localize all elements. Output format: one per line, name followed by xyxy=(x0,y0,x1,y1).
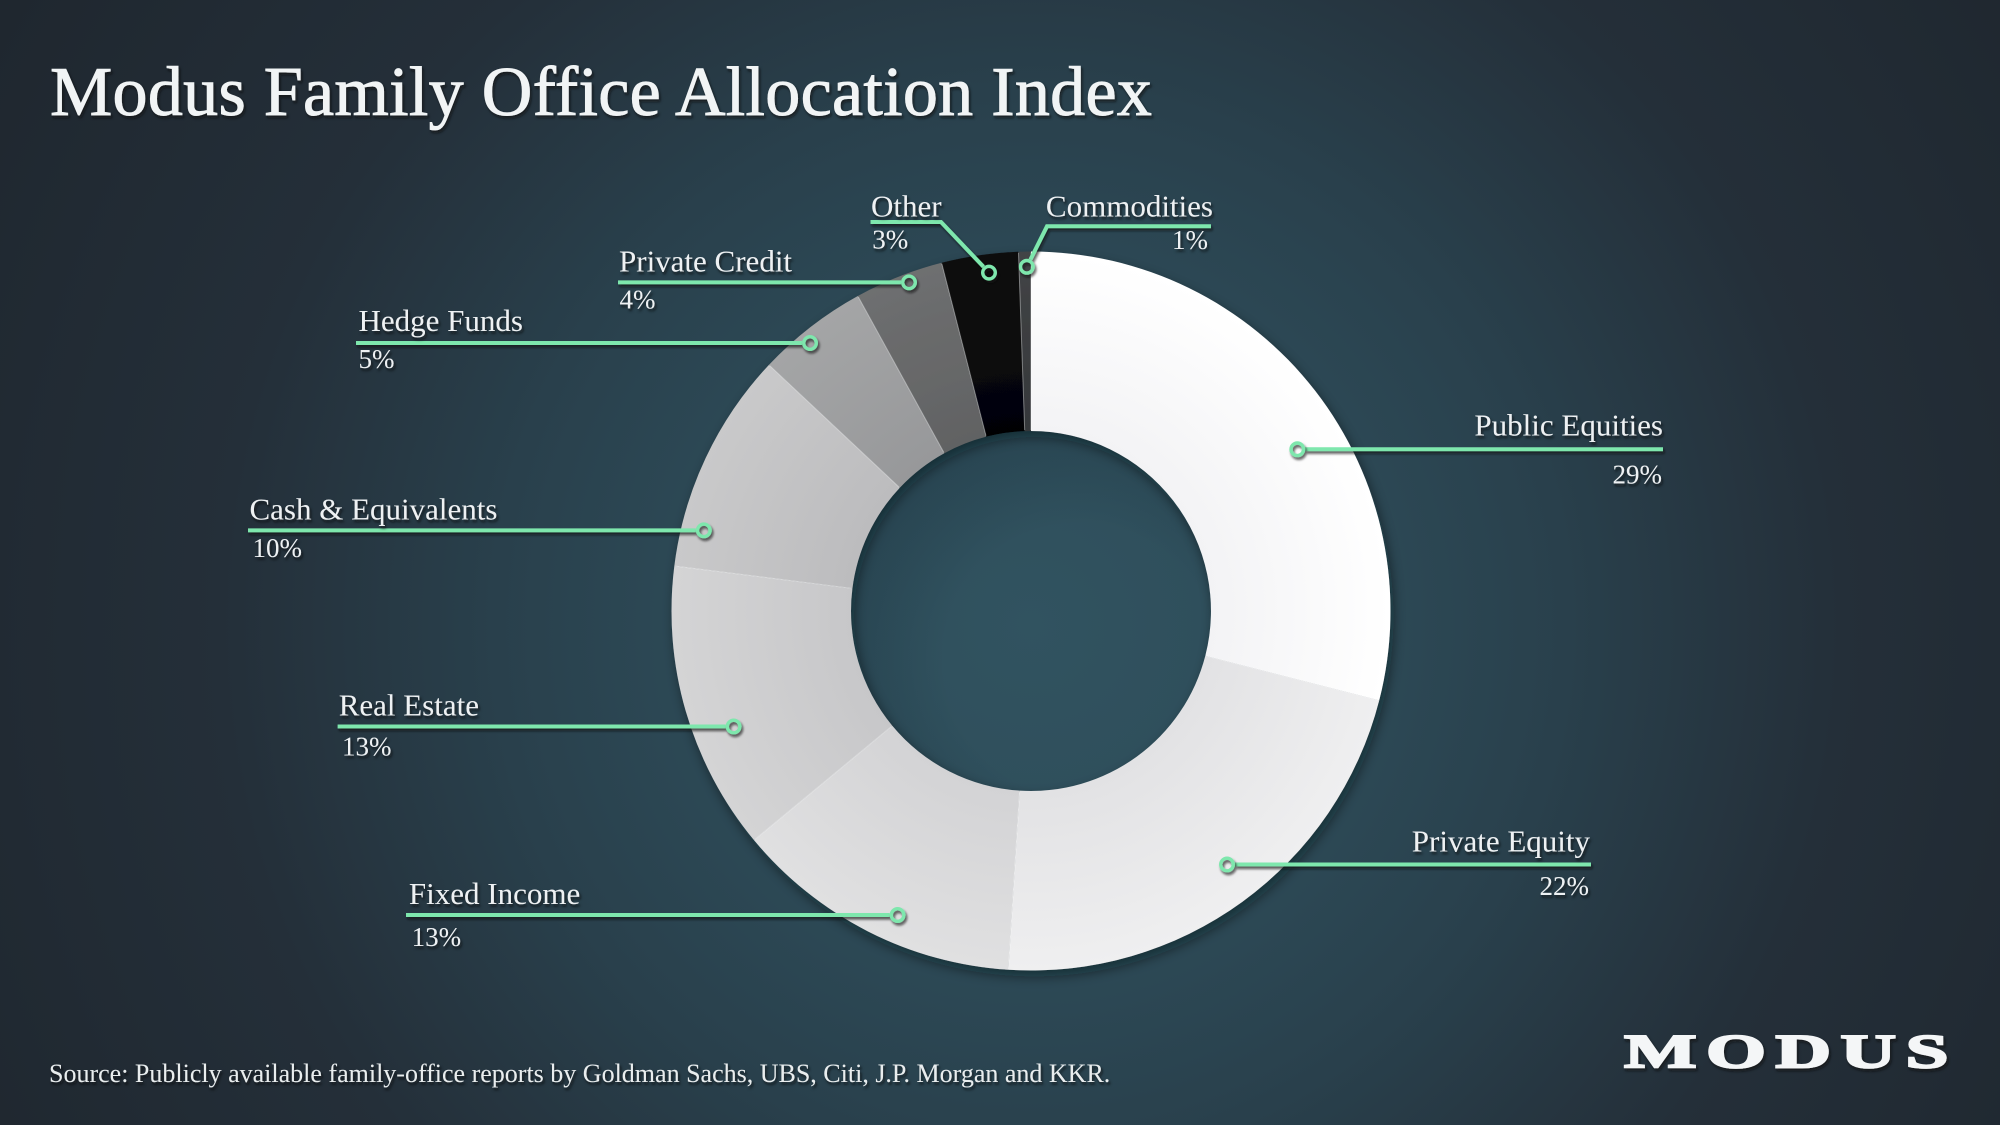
svg-text:Source: Publicly available fam: Source: Publicly available family-office… xyxy=(49,1059,1110,1088)
svg-text:MODUS: MODUS xyxy=(1624,1025,1958,1078)
svg-text:3%: 3% xyxy=(872,225,908,255)
svg-text:13%: 13% xyxy=(342,732,392,762)
svg-text:Other: Other xyxy=(871,189,942,224)
svg-text:Modus Family Office Allocation: Modus Family Office Allocation Index xyxy=(50,54,1152,131)
svg-text:1%: 1% xyxy=(1172,225,1208,255)
svg-text:Private Equity: Private Equity xyxy=(1412,823,1591,858)
svg-text:5%: 5% xyxy=(359,344,395,374)
svg-text:Real Estate: Real Estate xyxy=(339,687,479,722)
svg-text:4%: 4% xyxy=(620,285,656,315)
svg-text:13%: 13% xyxy=(412,922,462,952)
svg-text:Commodities: Commodities xyxy=(1046,188,1213,223)
svg-text:Hedge Funds: Hedge Funds xyxy=(359,303,523,338)
svg-text:29%: 29% xyxy=(1613,460,1663,490)
svg-text:Fixed Income: Fixed Income xyxy=(409,876,580,911)
svg-text:Public Equities: Public Equities xyxy=(1474,408,1663,443)
svg-text:Private Credit: Private Credit xyxy=(619,244,792,279)
svg-text:Cash & Equivalents: Cash & Equivalents xyxy=(250,492,498,527)
svg-text:22%: 22% xyxy=(1540,871,1590,901)
svg-text:10%: 10% xyxy=(253,533,303,563)
